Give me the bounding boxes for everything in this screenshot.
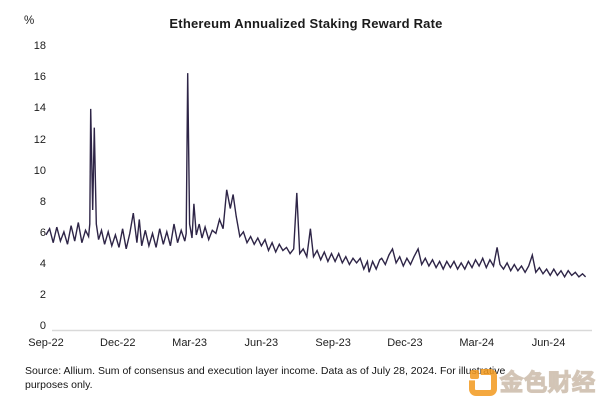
- x-tick-label: Mar-23: [172, 337, 207, 349]
- x-tick-label: Dec-23: [387, 337, 423, 349]
- x-tick-label: Jun-23: [244, 337, 279, 349]
- x-tick-label: Jun-24: [531, 337, 566, 349]
- source-note: Source: Allium. Sum of consensus and exe…: [25, 365, 506, 392]
- logo-ring-shape: [469, 369, 497, 396]
- logo-dot-shape: [470, 370, 479, 379]
- y-tick-label: 4: [39, 257, 46, 270]
- x-tick-label: Sep-23: [315, 337, 351, 349]
- y-tick-label: 0: [39, 320, 46, 333]
- y-tick-label: 8: [39, 195, 46, 208]
- x-tick-label: Dec-22: [100, 337, 136, 349]
- jinse-finance-logo-icon: [469, 369, 497, 396]
- y-tick-label: 18: [33, 40, 46, 53]
- y-tick-label: 12: [33, 133, 46, 146]
- chart-title: Ethereum Annualized Staking Reward Rate: [169, 16, 443, 31]
- x-tick-label: Mar-24: [459, 337, 495, 349]
- watermark: 金色财经: [469, 368, 596, 396]
- y-tick-label: 6: [39, 226, 46, 239]
- reward-rate-line-series: [45, 73, 587, 279]
- y-tick-label: 10: [33, 164, 46, 177]
- watermark-text: 金色财经: [499, 368, 596, 395]
- x-tick-label: Sep-22: [28, 337, 64, 349]
- y-tick-label: 14: [33, 102, 46, 115]
- y-tick-label: 16: [33, 71, 46, 84]
- y-tick-label: 2: [39, 289, 46, 302]
- y-axis-unit-label: %: [24, 15, 35, 27]
